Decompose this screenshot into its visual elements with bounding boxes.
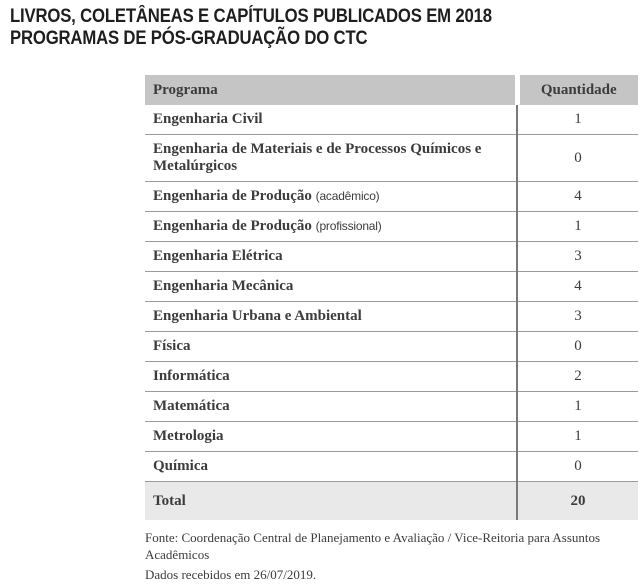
- program-name: Engenharia de Produção: [153, 188, 312, 204]
- table-row: Engenharia de Materiais e de Processos Q…: [145, 134, 638, 182]
- table-row: Metrologia 1: [145, 421, 638, 452]
- program-name: Engenharia Elétrica: [153, 248, 283, 264]
- table-row: Engenharia Urbana e Ambiental 3: [145, 301, 638, 332]
- source-note: Fonte: Coordenação Central de Planejamen…: [145, 529, 638, 563]
- quantity-value: 0: [516, 134, 638, 182]
- quantity-value: 1: [516, 421, 638, 452]
- quantity-value: 3: [516, 301, 638, 332]
- program-name: Informática: [153, 368, 230, 384]
- table-row: Engenharia de Produção (acadêmico) 4: [145, 181, 638, 212]
- table-total-row: Total 20: [145, 481, 638, 520]
- page-title: LIVROS, COLETÂNEAS E CAPÍTULOS PUBLICADO…: [10, 6, 492, 50]
- table-header-row: Programa Quantidade: [145, 75, 638, 105]
- program-name: Engenharia Mecânica: [153, 278, 294, 294]
- publications-table: Programa Quantidade Engenharia Civil 1 E…: [145, 75, 638, 520]
- quantity-value: 1: [516, 391, 638, 422]
- table-row: Engenharia de Produção (profissional) 1: [145, 211, 638, 242]
- table-row: Informática 2: [145, 361, 638, 392]
- total-quantity-value: 20: [516, 481, 638, 520]
- quantity-value: 4: [516, 181, 638, 212]
- column-header-quantidade: Quantidade: [514, 75, 638, 105]
- data-received-note: Dados recebidos em 26/07/2019.: [145, 567, 317, 582]
- quantity-value: 0: [516, 331, 638, 362]
- program-name: Física: [153, 338, 191, 354]
- total-label: Total: [145, 481, 517, 520]
- table-row: Química 0: [145, 451, 638, 482]
- program-name: Metrologia: [153, 428, 224, 444]
- table-row: Física 0: [145, 331, 638, 362]
- quantity-value: 2: [516, 361, 638, 392]
- program-name: Matemática: [153, 398, 230, 414]
- column-header-programa: Programa: [145, 75, 517, 105]
- program-suffix: (profissional): [315, 219, 382, 233]
- title-line-2: PROGRAMAS DE PÓS-GRADUAÇÃO DO CTC: [10, 28, 368, 49]
- content-column: Programa Quantidade Engenharia Civil 1 E…: [145, 75, 638, 583]
- table-row: Engenharia Mecânica 4: [145, 271, 638, 302]
- program-name: Engenharia de Materiais e de Processos Q…: [153, 141, 482, 174]
- quantity-value: 1: [516, 105, 638, 135]
- quantity-value: 1: [516, 211, 638, 242]
- quantity-value: 4: [516, 271, 638, 302]
- table-row: Engenharia Elétrica 3: [145, 241, 638, 272]
- source-note-line-1: Fonte: Coordenação Central de Planejamen…: [145, 530, 601, 545]
- program-suffix: (acadêmico): [315, 189, 380, 203]
- table-row: Matemática 1: [145, 391, 638, 422]
- program-name: Engenharia Civil: [153, 111, 263, 127]
- program-name: Engenharia Urbana e Ambiental: [153, 308, 362, 324]
- quantity-value: 0: [516, 451, 638, 482]
- table-footnote: Fonte: Coordenação Central de Planejamen…: [145, 529, 638, 583]
- table-row: Engenharia Civil 1: [145, 105, 638, 135]
- quantity-value: 3: [516, 241, 638, 272]
- program-name: Engenharia de Produção: [153, 218, 312, 234]
- source-note-line-2: Acadêmicos: [145, 547, 210, 562]
- title-line-1: LIVROS, COLETÂNEAS E CAPÍTULOS PUBLICADO…: [10, 6, 492, 27]
- program-name: Química: [153, 458, 208, 474]
